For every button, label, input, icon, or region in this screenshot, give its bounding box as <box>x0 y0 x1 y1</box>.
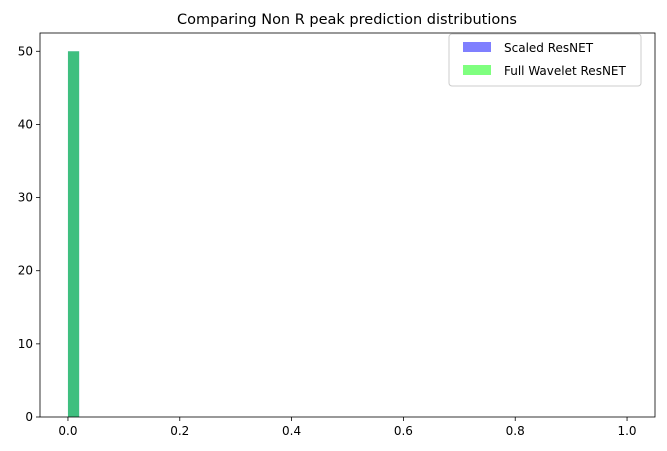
legend-box <box>448 33 642 87</box>
legend-swatch-full-wavelet-resnet <box>463 65 491 75</box>
bar-full-wavelet-resnet-bin-0 <box>67 51 80 418</box>
x-axis: 0.0 0.2 0.4 0.6 0.8 1.0 <box>58 417 637 438</box>
x-tick-label: 1.0 <box>617 424 636 438</box>
x-tick-label: 0.4 <box>282 424 301 438</box>
y-tick-label: 10 <box>18 337 33 351</box>
y-tick-label: 30 <box>18 191 33 205</box>
y-tick-label: 50 <box>18 44 33 58</box>
y-axis: 0 10 20 30 40 50 <box>18 44 40 424</box>
y-tick-label: 40 <box>18 117 33 131</box>
bars-layer <box>67 51 80 418</box>
y-tick-label: 20 <box>18 264 33 278</box>
x-tick-label: 0.0 <box>58 424 77 438</box>
x-tick-label: 0.6 <box>394 424 413 438</box>
x-tick-label: 0.2 <box>170 424 189 438</box>
plot-frame <box>39 32 656 418</box>
chart-title: Comparing Non R peak prediction distribu… <box>177 12 517 28</box>
legend-label-scaled-resnet: Scaled ResNET <box>504 41 594 55</box>
legend-label-full-wavelet-resnet: Full Wavelet ResNET <box>504 64 626 78</box>
legend: Scaled ResNET Full Wavelet ResNET <box>448 33 642 87</box>
y-tick-label: 0 <box>25 410 33 424</box>
x-tick-label: 0.8 <box>506 424 525 438</box>
legend-swatch-scaled-resnet <box>463 42 491 52</box>
